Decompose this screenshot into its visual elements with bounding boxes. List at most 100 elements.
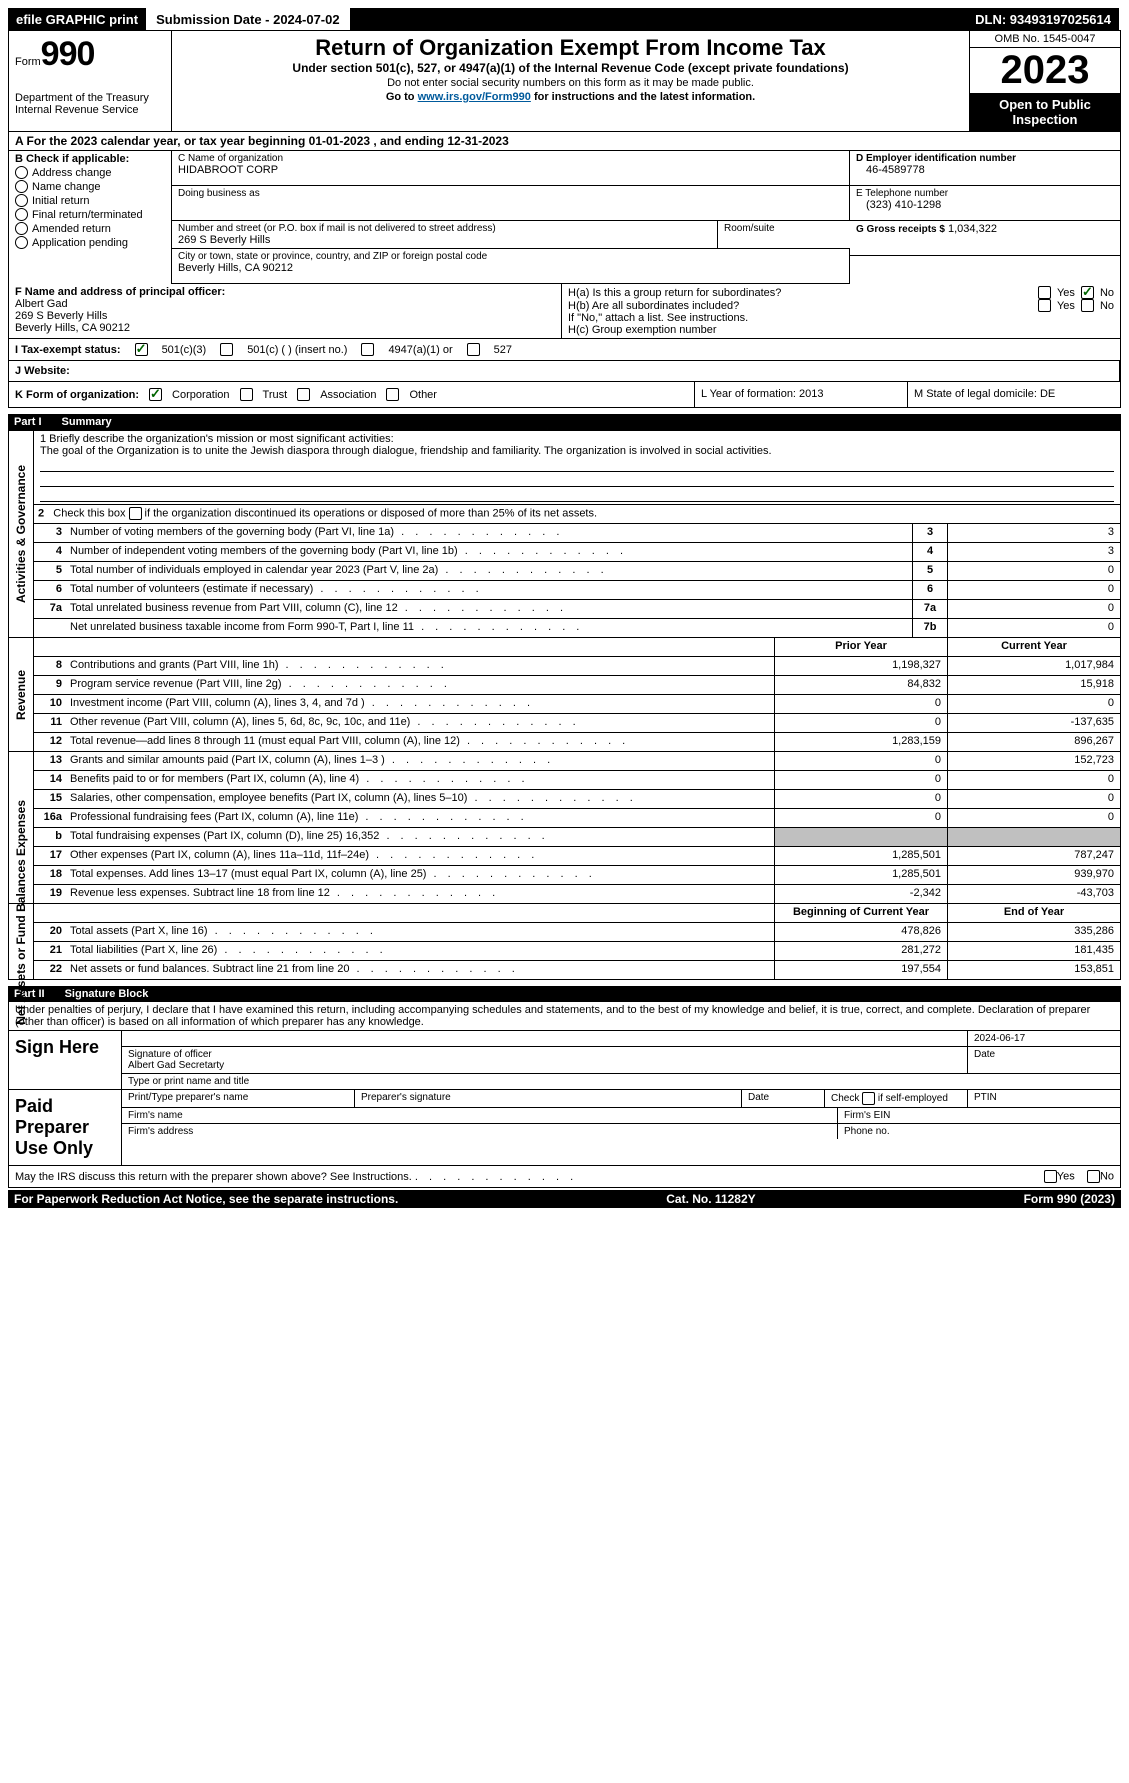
line-14: 14 Benefits paid to or for members (Part…: [34, 771, 1120, 790]
firm-ein-lbl: Firm's EIN: [838, 1108, 1120, 1123]
current-year-hdr: Current Year: [947, 638, 1120, 656]
top-bar: efile GRAPHIC print Submission Date - 20…: [8, 8, 1121, 30]
mission-text: The goal of the Organization is to unite…: [40, 445, 1114, 457]
chk-4947[interactable]: [361, 343, 374, 356]
part-2-title: Signature Block: [65, 988, 149, 1000]
hb-note: If "No," attach a list. See instructions…: [568, 312, 1114, 324]
chk-name-change[interactable]: [15, 180, 28, 193]
activities-governance-section: Activities & Governance 1 Briefly descri…: [8, 430, 1121, 638]
line-2: 2 Check this box if the organization dis…: [34, 505, 1120, 523]
paperwork-notice: For Paperwork Reduction Act Notice, see …: [14, 1192, 398, 1206]
self-employed-lbl: Check if self-employed: [825, 1090, 968, 1107]
ptin-lbl: PTIN: [968, 1090, 1120, 1107]
chk-final-return[interactable]: [15, 208, 28, 221]
box-b: B Check if applicable: Address change Na…: [9, 151, 172, 284]
chk-hb-no[interactable]: [1081, 299, 1094, 312]
tax-year: 2023: [970, 48, 1120, 93]
dept-label: Department of the Treasury Internal Reve…: [15, 92, 165, 116]
side-exp: Expenses: [14, 799, 28, 855]
mission-label: 1 Briefly describe the organization's mi…: [40, 433, 1114, 445]
revenue-section: Revenue Prior Year Current Year 8 Contri…: [8, 638, 1121, 752]
begin-year-hdr: Beginning of Current Year: [774, 904, 947, 922]
chk-ha-yes[interactable]: [1038, 286, 1051, 299]
expenses-section: Expenses 13 Grants and similar amounts p…: [8, 752, 1121, 904]
preparer-date-lbl: Date: [742, 1090, 825, 1107]
gov-line-6: 6 Total number of volunteers (estimate i…: [34, 581, 1120, 600]
net-assets-section: Net Assets or Fund Balances Beginning of…: [8, 904, 1121, 980]
part-1-num: Part I: [14, 416, 42, 428]
mission-block: 1 Briefly describe the organization's mi…: [34, 431, 1120, 505]
officer-addr1: 269 S Beverly Hills: [15, 310, 555, 322]
line-15: 15 Salaries, other compensation, employe…: [34, 790, 1120, 809]
room-label: Room/suite: [724, 223, 844, 234]
form-title: Return of Organization Exempt From Incom…: [180, 35, 961, 61]
sign-date: 2024-06-17: [968, 1031, 1120, 1046]
line-22: 22 Net assets or fund balances. Subtract…: [34, 961, 1120, 979]
ssn-note: Do not enter social security numbers on …: [180, 77, 961, 89]
submission-date: Submission Date - 2024-07-02: [148, 8, 350, 30]
tel-label: E Telephone number: [856, 188, 1114, 199]
city-label: City or town, state or province, country…: [178, 251, 843, 262]
omb-number: OMB No. 1545-0047: [970, 31, 1120, 48]
chk-address-change[interactable]: [15, 166, 28, 179]
form-subtitle: Under section 501(c), 527, or 4947(a)(1)…: [180, 61, 961, 75]
part-2-header: Part II Signature Block: [8, 986, 1121, 1002]
line-16a: 16a Professional fundraising fees (Part …: [34, 809, 1120, 828]
line-b: b Total fundraising expenses (Part IX, c…: [34, 828, 1120, 847]
form-footer: For Paperwork Reduction Act Notice, see …: [8, 1190, 1121, 1208]
chk-501c3[interactable]: [135, 343, 148, 356]
line-9: 9 Program service revenue (Part VIII, li…: [34, 676, 1120, 695]
efile-label: efile GRAPHIC print: [8, 8, 148, 30]
box-b-label: B Check if applicable:: [15, 153, 165, 165]
ein-value: 46-4589778: [856, 164, 1114, 176]
chk-527[interactable]: [467, 343, 480, 356]
cat-no: Cat. No. 11282Y: [666, 1192, 755, 1206]
year-formation: L Year of formation: 2013: [695, 382, 908, 407]
chk-application-pending[interactable]: [15, 236, 28, 249]
street-address: 269 S Beverly Hills: [178, 234, 711, 246]
hc-label: H(c) Group exemption number: [568, 324, 1114, 336]
sign-here-label: Sign Here: [9, 1031, 121, 1089]
preparer-sig-lbl: Preparer's signature: [355, 1090, 742, 1107]
signature-declaration: Under penalties of perjury, I declare th…: [8, 1002, 1121, 1031]
chk-association[interactable]: [297, 388, 310, 401]
org-name: HIDABROOT CORP: [178, 164, 843, 176]
chk-discontinued[interactable]: [129, 507, 142, 520]
end-year-hdr: End of Year: [947, 904, 1120, 922]
sig-officer-name: Albert Gad Secretarty: [128, 1060, 961, 1071]
gross-receipts: 1,034,322: [948, 223, 997, 235]
chk-initial-return[interactable]: [15, 194, 28, 207]
irs-link[interactable]: www.irs.gov/Form990: [418, 91, 531, 103]
ha-label: H(a) Is this a group return for subordin…: [568, 287, 1032, 299]
box-c: C Name of organization HIDABROOT CORP Do…: [172, 151, 850, 284]
chk-discuss-no[interactable]: [1087, 1170, 1100, 1183]
form-ref: Form 990 (2023): [1024, 1192, 1115, 1206]
chk-501c[interactable]: [220, 343, 233, 356]
paid-preparer-row: Paid Preparer Use Only Print/Type prepar…: [8, 1090, 1121, 1166]
box-d-e-g: D Employer identification number 46-4589…: [850, 151, 1120, 284]
firm-name-lbl: Firm's name: [122, 1108, 838, 1123]
chk-amended-return[interactable]: [15, 222, 28, 235]
row-j-website: J Website:: [8, 361, 1121, 382]
gov-line-4: 4 Number of independent voting members o…: [34, 543, 1120, 562]
row-f-h: F Name and address of principal officer:…: [8, 284, 1121, 339]
chk-other[interactable]: [386, 388, 399, 401]
row-k-org-form: K Form of organization: Corporation Trus…: [8, 382, 1121, 408]
chk-ha-no[interactable]: [1081, 286, 1094, 299]
line-21: 21 Total liabilities (Part X, line 26) 2…: [34, 942, 1120, 961]
gov-line-7a: 7a Total unrelated business revenue from…: [34, 600, 1120, 619]
discuss-text: May the IRS discuss this return with the…: [15, 1171, 577, 1183]
chk-hb-yes[interactable]: [1038, 299, 1051, 312]
line-8: 8 Contributions and grants (Part VIII, l…: [34, 657, 1120, 676]
line-11: 11 Other revenue (Part VIII, column (A),…: [34, 714, 1120, 733]
chk-self-employed[interactable]: [862, 1092, 875, 1105]
firm-phone-lbl: Phone no.: [838, 1124, 1120, 1139]
chk-corporation[interactable]: [149, 388, 162, 401]
form-label: Form: [15, 56, 41, 68]
officer-label: F Name and address of principal officer:: [15, 286, 555, 298]
chk-discuss-yes[interactable]: [1044, 1170, 1057, 1183]
gov-line-: Net unrelated business taxable income fr…: [34, 619, 1120, 637]
website-label: J Website:: [15, 365, 70, 377]
line-10: 10 Investment income (Part VIII, column …: [34, 695, 1120, 714]
chk-trust[interactable]: [240, 388, 253, 401]
